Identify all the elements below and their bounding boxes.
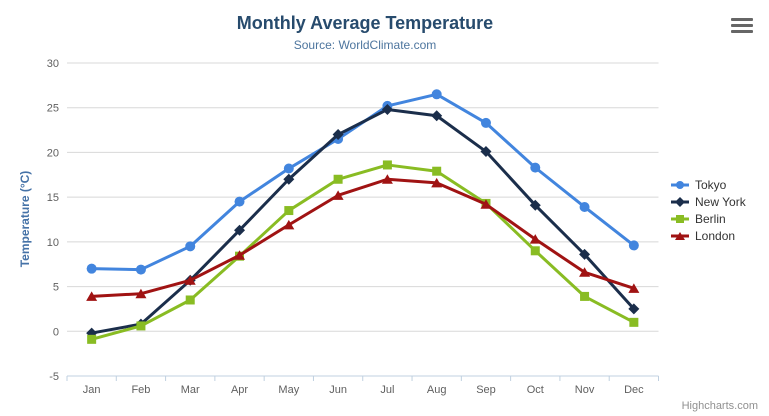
legend-label: Berlin bbox=[695, 211, 726, 226]
x-axis-label: Dec bbox=[624, 384, 644, 396]
y-axis-label: 20 bbox=[47, 147, 59, 159]
triangle-legend-icon bbox=[671, 231, 689, 240]
y-axis-label: 15 bbox=[47, 192, 59, 204]
marker-berlin[interactable] bbox=[284, 206, 294, 216]
y-axis-label: 30 bbox=[47, 58, 59, 70]
marker-tokyo[interactable] bbox=[579, 201, 590, 212]
x-axis-label: Jan bbox=[83, 384, 101, 396]
marker-berlin[interactable] bbox=[580, 291, 590, 301]
export-menu-button[interactable] bbox=[731, 15, 755, 35]
marker-tokyo[interactable] bbox=[530, 162, 541, 173]
series-line-new-york[interactable] bbox=[90, 108, 636, 335]
marker-new-york[interactable] bbox=[381, 104, 393, 116]
marker-london[interactable] bbox=[283, 219, 295, 230]
legend-label: London bbox=[695, 228, 736, 243]
marker-tokyo[interactable] bbox=[283, 163, 294, 174]
marker-new-york[interactable] bbox=[234, 224, 246, 236]
x-axis-label: Sep bbox=[476, 384, 496, 396]
marker-london[interactable] bbox=[135, 288, 147, 299]
marker-berlin[interactable] bbox=[136, 321, 146, 331]
marker-new-york[interactable] bbox=[529, 199, 541, 211]
marker-tokyo[interactable] bbox=[431, 89, 442, 100]
x-axis-label: Jun bbox=[329, 384, 347, 396]
x-axis-label: Feb bbox=[131, 384, 150, 396]
marker-tokyo[interactable] bbox=[480, 117, 491, 128]
marker-new-york[interactable] bbox=[480, 146, 492, 158]
chart-title: Monthly Average Temperature bbox=[236, 13, 494, 33]
marker-berlin[interactable] bbox=[530, 246, 540, 256]
x-axis-label: Apr bbox=[231, 384, 248, 396]
marker-new-york[interactable] bbox=[283, 173, 295, 185]
x-axis-label: Jul bbox=[380, 384, 394, 396]
marker-berlin[interactable] bbox=[185, 295, 195, 305]
marker-london[interactable] bbox=[234, 250, 246, 260]
marker-london[interactable] bbox=[332, 190, 344, 200]
legend-item-tokyo[interactable]: Tokyo bbox=[671, 176, 746, 193]
x-axis-label: Mar bbox=[181, 384, 200, 396]
series-line-berlin[interactable] bbox=[90, 163, 636, 341]
hamburger-icon bbox=[731, 23, 753, 27]
marker-london[interactable] bbox=[381, 174, 393, 184]
x-axis-label: Nov bbox=[575, 384, 595, 396]
y-axis-label: 25 bbox=[47, 103, 59, 115]
marker-london[interactable] bbox=[628, 283, 640, 293]
legend-item-berlin[interactable]: Berlin bbox=[671, 210, 746, 227]
marker-london[interactable] bbox=[184, 275, 196, 285]
marker-tokyo[interactable] bbox=[628, 240, 639, 251]
marker-london[interactable] bbox=[480, 199, 492, 209]
y-axis-label: 5 bbox=[53, 282, 59, 294]
legend-item-new-york[interactable]: New York bbox=[671, 193, 746, 210]
chart-subtitle: Source: WorldClimate.com bbox=[293, 38, 437, 52]
circle-legend-icon bbox=[671, 180, 689, 189]
y-axis-title: Temperature (°C) bbox=[18, 170, 32, 268]
legend: Tokyo New York Berlin London bbox=[671, 176, 746, 244]
marker-new-york[interactable] bbox=[431, 110, 443, 122]
marker-london[interactable] bbox=[529, 234, 541, 244]
credits-link[interactable]: Highcharts.com bbox=[681, 400, 758, 412]
series-line-london[interactable] bbox=[90, 177, 636, 298]
legend-item-london[interactable]: London bbox=[671, 227, 746, 244]
marker-new-york[interactable] bbox=[579, 248, 591, 260]
marker-london[interactable] bbox=[431, 177, 443, 188]
marker-berlin[interactable] bbox=[382, 160, 392, 170]
legend-label: New York bbox=[695, 194, 746, 209]
diamond-legend-icon bbox=[671, 196, 689, 207]
marker-berlin[interactable] bbox=[333, 174, 343, 184]
marker-tokyo[interactable] bbox=[135, 264, 146, 275]
marker-berlin[interactable] bbox=[432, 166, 442, 176]
y-axis-label: 10 bbox=[47, 237, 59, 249]
marker-tokyo[interactable] bbox=[185, 241, 196, 252]
hamburger-icon bbox=[731, 29, 753, 33]
marker-new-york[interactable] bbox=[332, 129, 344, 141]
marker-london[interactable] bbox=[579, 267, 591, 277]
marker-tokyo[interactable] bbox=[86, 263, 97, 274]
marker-berlin[interactable] bbox=[629, 317, 639, 327]
marker-london[interactable] bbox=[86, 291, 98, 301]
y-axis-label: 0 bbox=[53, 326, 59, 338]
x-axis-label: May bbox=[278, 384, 299, 396]
x-axis-label: Oct bbox=[527, 384, 544, 396]
y-axis-label: -5 bbox=[49, 371, 59, 383]
hamburger-icon bbox=[731, 17, 753, 21]
marker-berlin[interactable] bbox=[87, 334, 97, 344]
marker-tokyo[interactable] bbox=[234, 196, 245, 207]
x-axis-label: Aug bbox=[427, 384, 447, 396]
marker-new-york[interactable] bbox=[628, 303, 640, 315]
square-legend-icon bbox=[671, 214, 689, 223]
legend-label: Tokyo bbox=[695, 177, 727, 192]
